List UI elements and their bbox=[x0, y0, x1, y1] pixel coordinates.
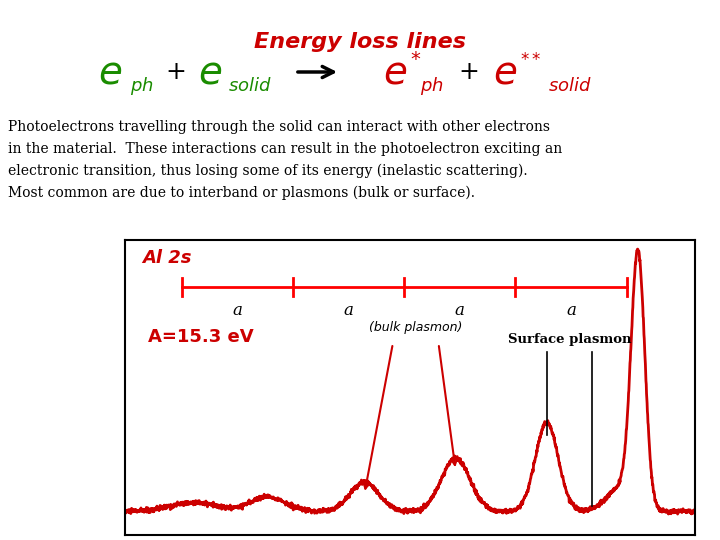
Text: $+$: $+$ bbox=[458, 60, 478, 84]
Text: a: a bbox=[455, 302, 465, 319]
Text: a: a bbox=[233, 302, 243, 319]
Text: Al 2s: Al 2s bbox=[142, 249, 192, 267]
Text: electronic transition, thus losing some of its energy (inelastic scattering).: electronic transition, thus losing some … bbox=[8, 164, 528, 178]
Text: $*$: $*$ bbox=[410, 49, 421, 68]
Text: $\mathit{solid}$: $\mathit{solid}$ bbox=[548, 77, 592, 95]
Text: in the material.  These interactions can result in the photoelectron exciting an: in the material. These interactions can … bbox=[8, 142, 562, 156]
Text: Photoelectrons travelling through the solid can interact with other electrons: Photoelectrons travelling through the so… bbox=[8, 120, 550, 134]
Text: $\mathit{e}$: $\mathit{e}$ bbox=[383, 53, 407, 91]
Text: Most common are due to interband or plasmons (bulk or surface).: Most common are due to interband or plas… bbox=[8, 186, 475, 200]
Text: $**$: $**$ bbox=[520, 49, 541, 67]
Text: $\mathit{e}$: $\mathit{e}$ bbox=[98, 53, 122, 91]
Text: Energy loss lines: Energy loss lines bbox=[254, 32, 466, 52]
Text: $\mathit{ph}$: $\mathit{ph}$ bbox=[420, 75, 444, 97]
Text: Surface plasmon: Surface plasmon bbox=[508, 333, 631, 346]
Text: a: a bbox=[566, 302, 576, 319]
Text: $\mathit{e}$: $\mathit{e}$ bbox=[493, 53, 517, 91]
Text: (bulk plasmon): (bulk plasmon) bbox=[369, 321, 462, 334]
Text: $\mathit{solid}$: $\mathit{solid}$ bbox=[228, 77, 272, 95]
Text: A=15.3 eV: A=15.3 eV bbox=[148, 328, 253, 347]
Text: $+$: $+$ bbox=[165, 60, 185, 84]
Text: $\mathit{ph}$: $\mathit{ph}$ bbox=[130, 75, 153, 97]
Text: a: a bbox=[343, 302, 354, 319]
Text: $\mathit{e}$: $\mathit{e}$ bbox=[198, 53, 222, 91]
